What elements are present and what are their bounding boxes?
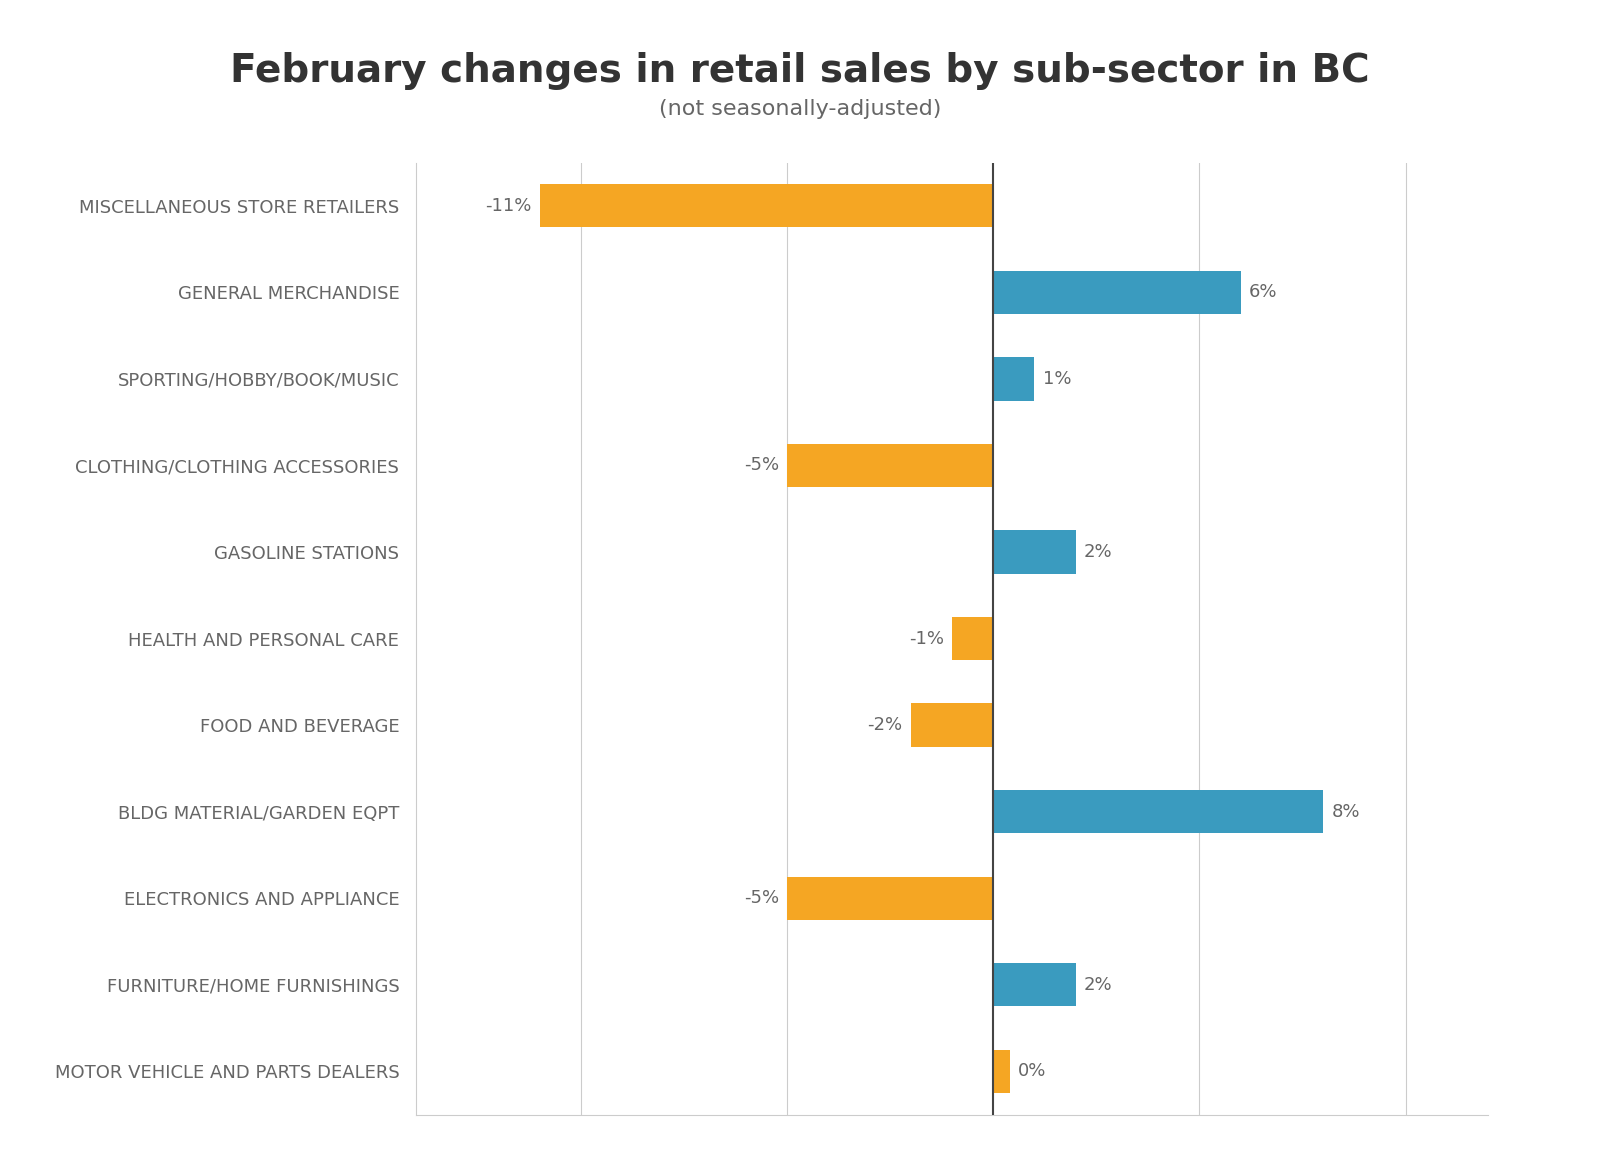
Text: 0%: 0% — [1018, 1062, 1046, 1080]
Bar — [994, 358, 1035, 401]
Bar — [994, 531, 1075, 574]
Text: -1%: -1% — [909, 629, 944, 648]
Text: (not seasonally-adjusted): (not seasonally-adjusted) — [659, 99, 941, 118]
Bar — [910, 704, 994, 747]
Bar — [787, 444, 994, 488]
Bar — [994, 964, 1075, 1007]
Text: -5%: -5% — [744, 456, 779, 475]
Text: 2%: 2% — [1083, 975, 1112, 994]
Text: -5%: -5% — [744, 889, 779, 907]
Bar — [994, 1050, 1010, 1093]
Text: February changes in retail sales by sub-sector in BC: February changes in retail sales by sub-… — [230, 52, 1370, 91]
Text: -2%: -2% — [867, 716, 902, 734]
Bar — [994, 271, 1240, 313]
Text: 1%: 1% — [1043, 370, 1072, 388]
Text: 6%: 6% — [1250, 283, 1277, 302]
Text: 8%: 8% — [1331, 802, 1360, 821]
Bar — [994, 789, 1323, 834]
Text: 2%: 2% — [1083, 543, 1112, 561]
Bar — [952, 616, 994, 661]
Text: -11%: -11% — [485, 197, 531, 215]
Bar — [539, 185, 994, 228]
Bar — [787, 877, 994, 920]
